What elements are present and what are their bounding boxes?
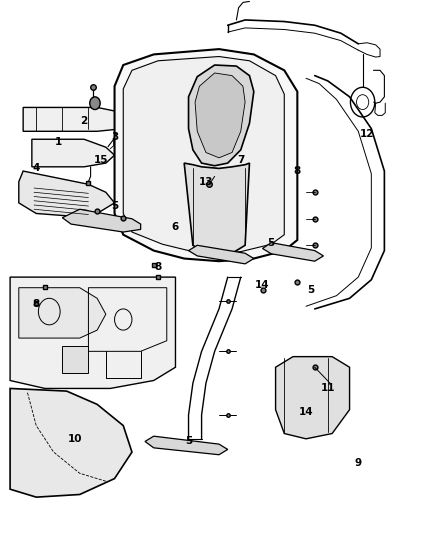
Text: 13: 13 xyxy=(199,176,213,187)
Polygon shape xyxy=(276,357,350,439)
Polygon shape xyxy=(262,243,323,261)
Polygon shape xyxy=(115,49,297,261)
Polygon shape xyxy=(10,277,176,389)
Polygon shape xyxy=(62,209,141,232)
Text: 4: 4 xyxy=(32,164,40,173)
Text: 14: 14 xyxy=(299,407,313,417)
Text: 10: 10 xyxy=(68,434,83,444)
Text: 9: 9 xyxy=(355,458,362,467)
Text: 5: 5 xyxy=(111,200,118,211)
Text: 14: 14 xyxy=(255,280,270,290)
Text: 15: 15 xyxy=(94,156,109,165)
Polygon shape xyxy=(23,108,132,131)
Polygon shape xyxy=(19,288,106,338)
Text: 12: 12 xyxy=(360,129,374,139)
Polygon shape xyxy=(184,163,250,256)
Polygon shape xyxy=(10,389,132,497)
Text: 8: 8 xyxy=(294,166,301,176)
Polygon shape xyxy=(188,65,254,166)
Text: 7: 7 xyxy=(237,156,244,165)
Polygon shape xyxy=(123,56,284,254)
Text: 3: 3 xyxy=(111,132,118,142)
Polygon shape xyxy=(32,139,115,167)
Polygon shape xyxy=(188,245,254,264)
Text: 8: 8 xyxy=(32,298,40,309)
Text: 5: 5 xyxy=(268,238,275,248)
Circle shape xyxy=(90,97,100,110)
Text: 6: 6 xyxy=(172,222,179,232)
Polygon shape xyxy=(19,171,115,216)
Text: 1: 1 xyxy=(54,137,62,147)
Text: 8: 8 xyxy=(155,262,162,271)
Text: 2: 2 xyxy=(81,116,88,126)
Text: 5: 5 xyxy=(307,285,314,295)
Polygon shape xyxy=(62,346,88,373)
Text: 5: 5 xyxy=(185,437,192,447)
Polygon shape xyxy=(195,73,245,158)
Polygon shape xyxy=(145,436,228,455)
Text: 11: 11 xyxy=(321,383,335,393)
